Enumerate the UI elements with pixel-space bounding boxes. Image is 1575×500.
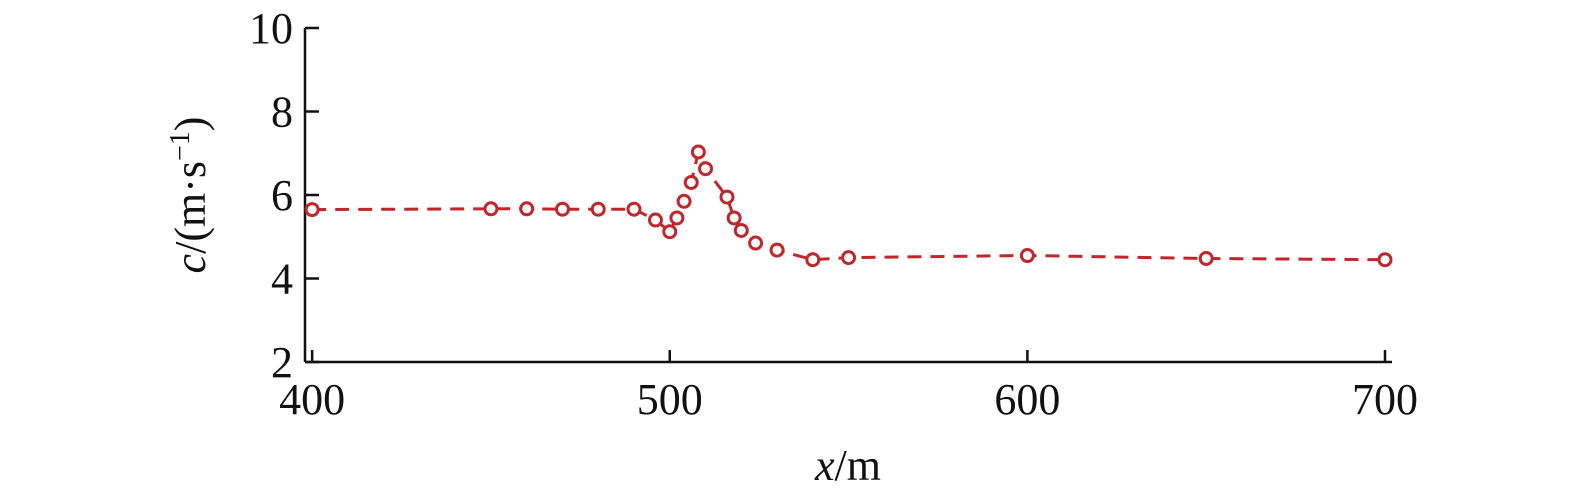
plot-area: 2 4 6 8 10 400 500 600 700: [249, 4, 1418, 424]
x-tick-label: 700: [1352, 375, 1418, 424]
data-point: [669, 210, 685, 226]
x-tick-label: 600: [994, 375, 1060, 424]
data-point: [483, 201, 499, 217]
data-point: [647, 212, 663, 228]
y-tick-label: 8: [271, 88, 293, 137]
data-point: [1019, 248, 1035, 264]
x-axis-ticks: 400 500 600 700: [279, 350, 1418, 424]
y-tick-label: 4: [271, 255, 293, 304]
data-point: [805, 252, 821, 268]
y-axis-unit-suffix: ): [166, 117, 215, 132]
y-tick-label: 2: [271, 338, 293, 387]
y-axis-title: c/(m·s−1): [165, 117, 215, 274]
data-point: [519, 201, 535, 217]
x-tick-label: 400: [279, 375, 345, 424]
data-point: [590, 201, 606, 217]
data-point: [719, 189, 735, 205]
x-axis-var: x: [814, 441, 835, 490]
y-axis-unit-prefix: /(m·s: [166, 161, 215, 254]
data-point: [662, 224, 678, 240]
x-axis-title: x/m: [814, 441, 881, 490]
y-tick-label: 6: [271, 171, 293, 220]
series-line: [312, 147, 1386, 262]
y-tick-label: 10: [249, 4, 293, 53]
data-point: [726, 210, 742, 226]
x-tick-label: 500: [637, 375, 703, 424]
data-point: [841, 250, 857, 266]
data-point: [1198, 250, 1214, 266]
data-point: [769, 242, 785, 258]
y-axis-unit-exponent: −1: [165, 131, 196, 161]
data-point: [304, 202, 320, 218]
data-point: [683, 174, 699, 190]
series-layer: [304, 144, 1393, 268]
data-point: [690, 144, 706, 160]
x-axis-unit: /m: [835, 441, 881, 490]
data-point: [733, 222, 749, 238]
data-point: [676, 193, 692, 209]
data-point: [698, 161, 714, 177]
y-axis-ticks: 2 4 6 8 10: [249, 4, 319, 387]
data-point: [554, 201, 570, 217]
y-axis-var: c: [166, 253, 215, 273]
data-point: [626, 201, 642, 217]
data-point: [1377, 252, 1393, 268]
data-point: [748, 235, 764, 251]
